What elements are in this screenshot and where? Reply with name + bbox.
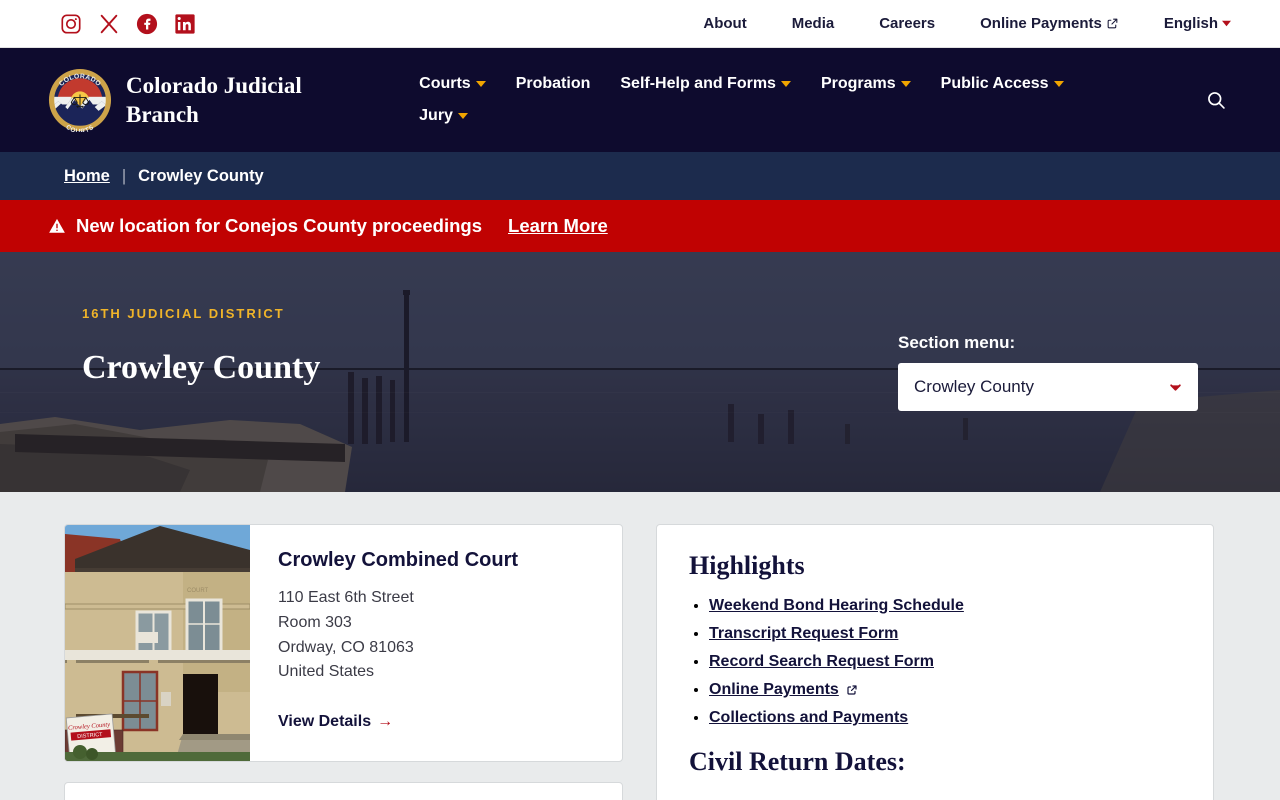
svg-text:COURT: COURT xyxy=(187,588,209,594)
